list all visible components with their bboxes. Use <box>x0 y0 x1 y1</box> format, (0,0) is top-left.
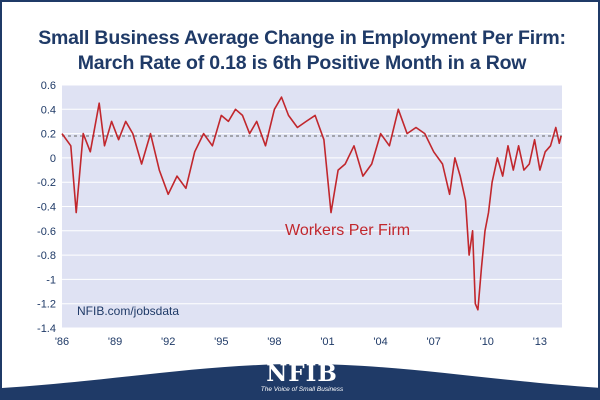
x-tick-label: '95 <box>214 336 228 348</box>
y-axis: 0.6 0.4 0.2 0 -0.2 -0.4 -0.6 -0.8 -1 -1.2 -1.4 <box>37 80 56 335</box>
y-tick-label: -0.8 <box>37 250 56 262</box>
series-line-workers-per-firm <box>61 96 562 311</box>
y-tick-label: -1 <box>46 274 56 286</box>
y-tick-label: -0.2 <box>37 177 56 189</box>
x-tick-label: '92 <box>161 336 175 348</box>
series-label: Workers Per Firm <box>285 222 410 239</box>
x-tick-label: '01 <box>320 336 334 348</box>
x-tick-label: '89 <box>108 336 122 348</box>
chart-title: Small Business Average Change in Employm… <box>2 26 598 76</box>
gridlines <box>62 84 562 329</box>
x-tick-label: '10 <box>480 336 494 348</box>
y-tick-label: 0 <box>50 153 56 165</box>
x-tick-label: '04 <box>373 336 387 348</box>
y-tick-label: 0.4 <box>41 104 56 116</box>
x-tick-label: '98 <box>267 336 281 348</box>
logo-tagline: The Voice of Small Business <box>260 386 344 393</box>
y-tick-label: -1.4 <box>37 323 56 335</box>
footer-shape <box>2 364 598 398</box>
x-tick-label: '86 <box>55 336 69 348</box>
series-layer <box>61 96 562 311</box>
y-tick-label: 0.6 <box>41 80 56 92</box>
x-axis: '86 '89 '92 '95 '98 '01 '04 '07 '10 '13 <box>55 336 547 348</box>
footer-banner: NFIB The Voice of Small Business <box>2 358 598 398</box>
x-tick-label: '13 <box>533 336 547 348</box>
y-tick-label: -0.4 <box>37 202 56 214</box>
x-tick-label: '07 <box>427 336 441 348</box>
source-label: NFIB.com/jobsdata <box>77 304 179 318</box>
nfib-logo: NFIB <box>266 360 338 387</box>
y-tick-label: 0.2 <box>41 129 56 141</box>
y-tick-label: -0.6 <box>37 226 56 238</box>
title-line-2: March Rate of 0.18 is 6th Positive Month… <box>77 52 527 74</box>
y-tick-label: -1.2 <box>37 299 56 311</box>
title-line-1: Small Business Average Change in Employm… <box>38 27 566 49</box>
